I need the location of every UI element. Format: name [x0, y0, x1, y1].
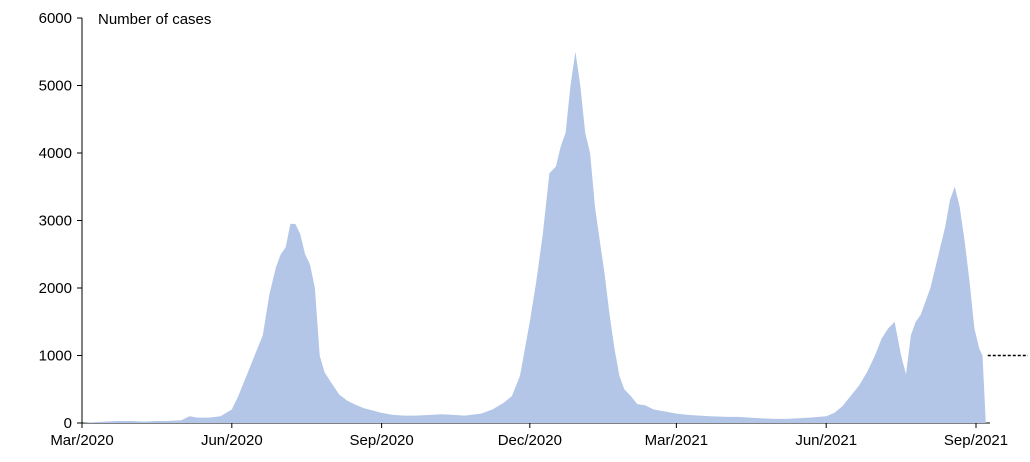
- x-tick-label: Jun/2020: [201, 432, 263, 449]
- y-tick-label: 4000: [39, 145, 72, 162]
- y-tick-label: 6000: [39, 10, 72, 27]
- y-axis: 0 1000 2000 3000 4000 5000 6000: [39, 10, 83, 432]
- y-tick-label: 5000: [39, 78, 72, 95]
- x-tick-label: Sep/2021: [944, 432, 1008, 449]
- y-axis-title: Number of cases: [98, 11, 211, 28]
- cases-area: [82, 51, 986, 424]
- x-tick-label: Mar/2021: [645, 432, 708, 449]
- y-tick-label: 3000: [39, 213, 72, 230]
- y-tick-label: 1000: [39, 348, 72, 365]
- x-tick-label: Sep/2020: [350, 432, 414, 449]
- y-tick-label: 2000: [39, 280, 72, 297]
- x-tick-label: Jun/2021: [795, 432, 857, 449]
- x-tick-label: Dec/2020: [498, 432, 562, 449]
- x-tick-label: Mar/2020: [50, 432, 113, 449]
- y-tick-label: 0: [64, 415, 72, 432]
- x-axis: Mar/2020 Jun/2020 Sep/2020 Dec/2020 Mar/2021…: [50, 422, 1008, 449]
